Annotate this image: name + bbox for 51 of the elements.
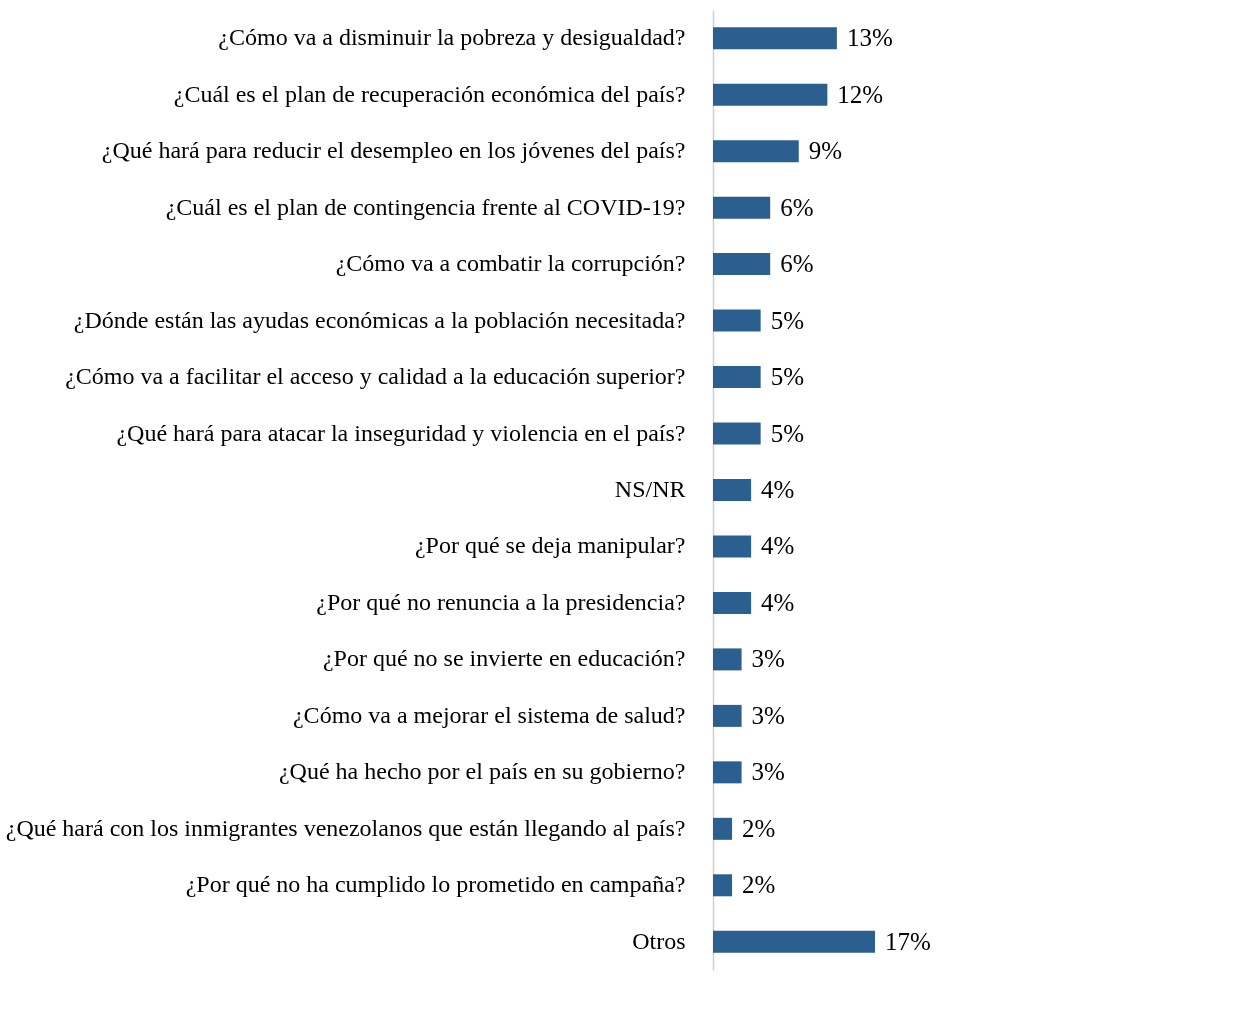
data-label: 3% — [751, 758, 785, 786]
bar — [713, 591, 752, 614]
bar — [713, 817, 733, 840]
data-label: 4% — [761, 532, 795, 560]
y-tick-label: ¿Qué hará para reducir el desempleo en los jóvenes del país? — [101, 137, 686, 164]
y-tick-label: ¿Por qué no ha cumplido lo prometido en campaña? — [185, 871, 686, 898]
bar — [713, 930, 875, 953]
bar — [713, 479, 752, 501]
data-label: 9% — [808, 137, 843, 165]
y-tick-label: ¿Qué ha hecho por el país en su gobierno? — [278, 758, 686, 785]
data-label: 5% — [770, 306, 804, 334]
y-tick-label: ¿Qué hará para atacar la inseguridad y violencia en el país? — [116, 419, 686, 446]
bar — [713, 704, 742, 727]
bar — [713, 196, 771, 219]
data-label: 3% — [751, 645, 785, 673]
bar — [713, 535, 752, 558]
data-label: 6% — [780, 193, 814, 221]
y-tick-label: ¿Cómo va a mejorar el sistema de salud? — [292, 701, 686, 728]
data-label: 2% — [742, 871, 776, 899]
y-tick-label: ¿Qué hará con los inmigrantes venezolanos que están llegando al país? — [5, 814, 686, 841]
bar — [713, 874, 733, 897]
y-tick-label: ¿Por qué no renuncia a la presidencia? — [316, 588, 686, 615]
data-label: 6% — [780, 250, 814, 278]
y-tick-label: ¿Dónde están las ayudas económicas a la población necesitada? — [73, 306, 686, 333]
bar — [713, 27, 837, 50]
bar — [713, 253, 771, 276]
data-label: 12% — [837, 80, 884, 108]
data-label: 4% — [761, 476, 795, 503]
y-tick-label: ¿Cuál es el plan de contingencia frente al COVID-19? — [165, 193, 686, 220]
y-tick-label: ¿Por qué se deja manipular? — [414, 532, 686, 559]
y-tick-label: ¿Cómo va a disminuir la pobreza y desigualdad? — [218, 24, 686, 51]
data-label: 4% — [761, 588, 795, 616]
data-label: 2% — [742, 814, 776, 842]
y-tick-label: Otros — [632, 927, 686, 954]
bar — [713, 422, 761, 445]
bar — [713, 761, 742, 784]
bar — [713, 140, 799, 163]
bar — [713, 366, 761, 389]
data-label: 3% — [751, 701, 785, 729]
data-label: 5% — [770, 419, 804, 447]
data-label: 13% — [846, 24, 893, 52]
data-label: 5% — [770, 363, 804, 391]
y-tick-label: ¿Cómo va a facilitar el acceso y calidad a la educación superior? — [65, 363, 686, 390]
y-tick-label: ¿Por qué no se invierte en educación? — [322, 645, 686, 672]
y-tick-label: ¿Cómo va a combatir la corrupción? — [335, 250, 686, 277]
data-label: 17% — [885, 927, 931, 955]
bar — [713, 648, 742, 671]
y-tick-label: ¿Cuál es el plan de recuperación económica del país? — [173, 80, 686, 107]
bar — [713, 83, 828, 106]
y-tick-label: NS/NR — [614, 476, 686, 502]
bar — [713, 309, 761, 332]
